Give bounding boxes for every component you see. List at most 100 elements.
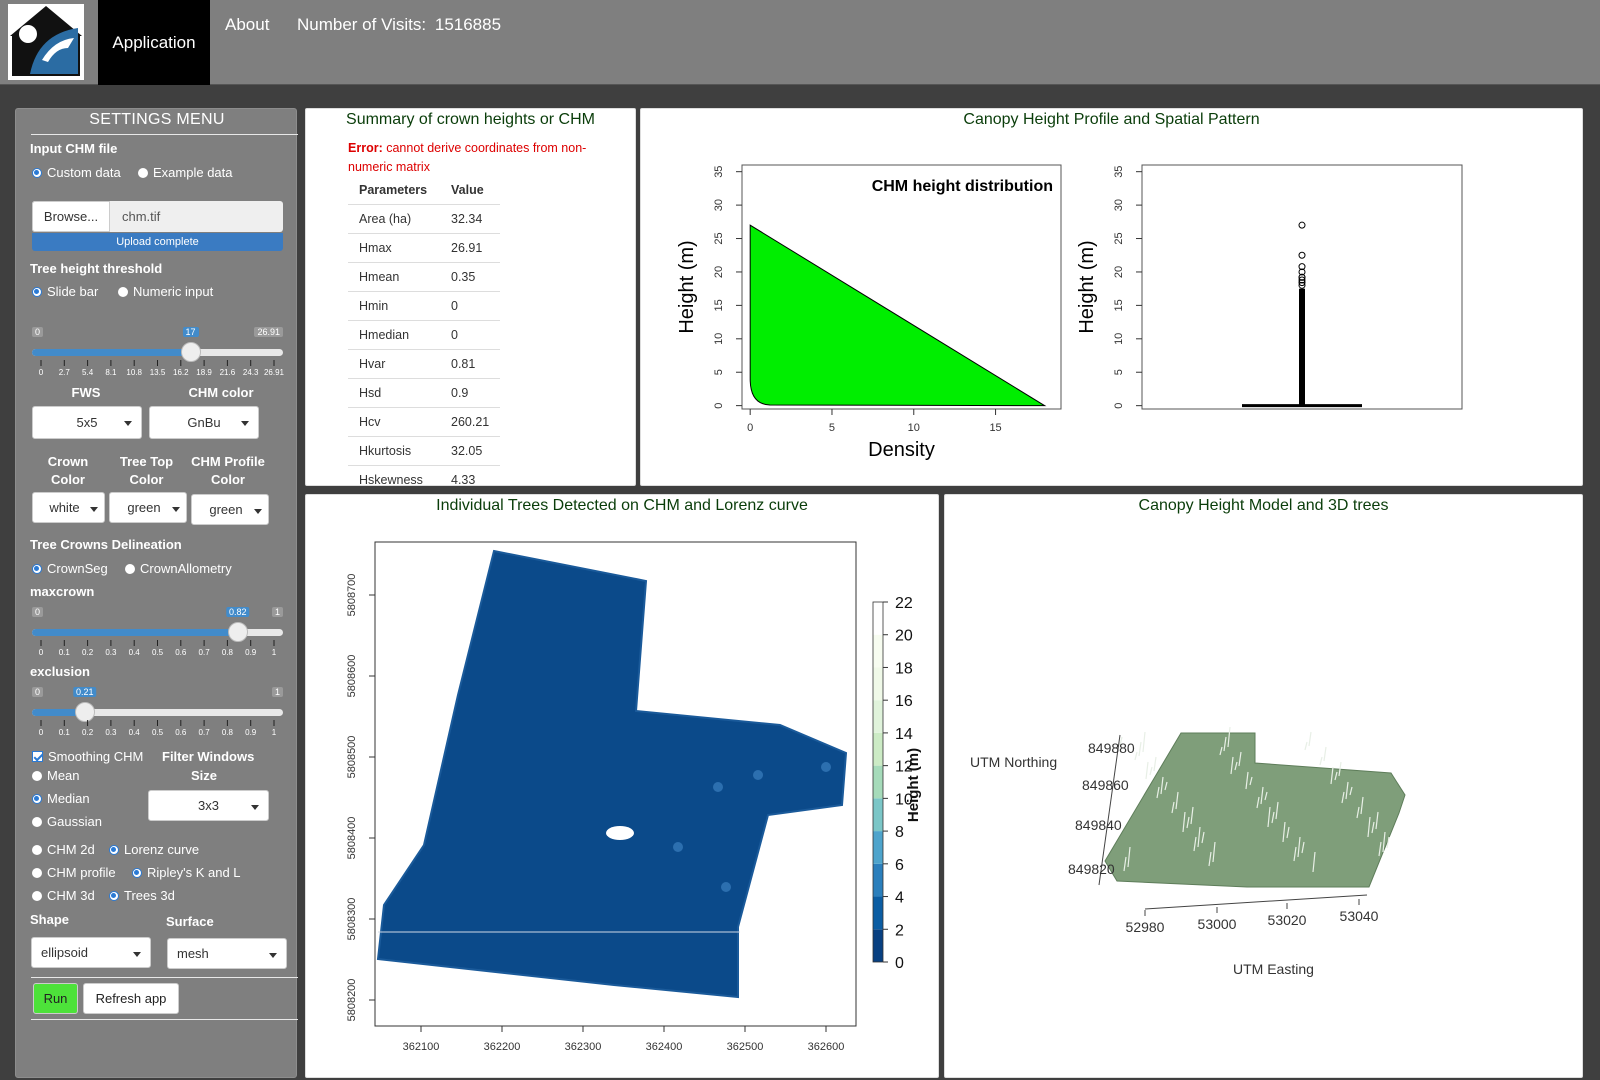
gap-patch — [606, 826, 634, 840]
slider-value-label: 0.82 — [226, 607, 250, 617]
radio-slide-bar[interactable]: Slide bar — [32, 284, 98, 299]
chevron-down-icon — [254, 509, 262, 514]
radio-chm2d[interactable]: CHM 2d — [32, 842, 95, 857]
slider-handle[interactable] — [74, 702, 95, 722]
radio-icon — [132, 868, 142, 878]
tree-spike — [1127, 846, 1131, 868]
northing-tick-label: 849820 — [1068, 861, 1115, 877]
radio-label: Lorenz curve — [124, 842, 200, 857]
radio-trees3d[interactable]: Trees 3d — [109, 888, 175, 903]
radio-crownseg[interactable]: CrownSeg — [32, 561, 108, 576]
slider-min-label: 0 — [32, 607, 44, 617]
chevron-down-icon — [269, 953, 277, 958]
slider-handle[interactable] — [180, 342, 201, 362]
run-button[interactable]: Run — [33, 983, 78, 1014]
filter-size-select[interactable]: 3x3 — [148, 790, 269, 821]
radio-ripley[interactable]: Ripley's K and L — [132, 865, 241, 880]
radio-icon — [125, 564, 135, 574]
chm-color-select[interactable]: GnBu — [149, 406, 259, 439]
slider-tick-labels: 0 0.1 0.2 0.3 0.4 0.5 0.6 0.7 0.8 0.9 1 — [32, 648, 283, 658]
x-tick-label: 362400 — [646, 1041, 683, 1053]
tree-spike — [1319, 756, 1323, 766]
refresh-app-button[interactable]: Refresh app — [83, 983, 179, 1014]
slider-tick-label: 0.9 — [245, 648, 257, 657]
slider-tick-label: 0.8 — [221, 648, 233, 657]
chm-raster — [376, 549, 848, 999]
browse-button[interactable]: Browse... — [32, 201, 110, 232]
boxplot-outlier — [1298, 263, 1306, 271]
radio-example-data[interactable]: Example data — [138, 165, 233, 180]
cell-parameter: Hmax — [348, 232, 440, 262]
tree-spike — [1138, 741, 1142, 757]
radio-numeric-input[interactable]: Numeric input — [118, 284, 213, 299]
tree-spike — [1375, 811, 1379, 830]
chm-profile-color-select[interactable]: green — [191, 494, 269, 525]
cell-parameter: Hcv — [348, 406, 440, 436]
cell-parameter: Hmin — [348, 290, 440, 320]
slider-tick-label: 0.3 — [105, 648, 117, 657]
maxcrown-slider[interactable]: 0 1 0.82 0 0.1 0.2 0.3 0.4 0.5 0.6 0.7 0.8 0.9 1 — [32, 607, 283, 657]
canopy-profile-panel: Canopy Height Profile and Spatial Patter… — [640, 108, 1583, 486]
exclusion-slider[interactable]: 0 1 0.21 0 0.1 0.2 0.3 0.4 0.5 0.6 0.7 0.8 0.9 1 — [32, 687, 283, 737]
tree-spike — [1382, 831, 1386, 853]
legend-tick-label: 20 — [895, 628, 913, 645]
legend-tick-label: 22 — [895, 595, 913, 612]
slider-tick-label: 0.8 — [221, 728, 233, 737]
crown-color-select[interactable]: white — [32, 492, 105, 523]
radio-mean[interactable]: Mean — [32, 768, 80, 783]
legend-tick-label: 4 — [895, 890, 904, 907]
chevron-down-icon — [251, 805, 259, 810]
error-prefix: Error: — [348, 141, 383, 155]
tree-spike — [1367, 816, 1371, 838]
radio-crownallometry[interactable]: CrownAllometry — [125, 561, 232, 576]
maxcrown-label: maxcrown — [30, 584, 95, 599]
tree-spike — [1293, 846, 1297, 862]
tab-application[interactable]: Application — [98, 0, 210, 85]
radio-chm3d[interactable]: CHM 3d — [32, 888, 95, 903]
radio-icon — [32, 564, 42, 574]
radio-median[interactable]: Median — [32, 791, 90, 806]
radio-custom-data[interactable]: Custom data — [32, 165, 121, 180]
tree-spike — [1193, 836, 1197, 852]
slider-handle[interactable] — [227, 622, 248, 642]
app-logo[interactable] — [8, 4, 84, 80]
treetop-color-label: Tree Top Color — [119, 454, 174, 487]
smoothing-checkbox[interactable]: Smoothing CHM — [32, 749, 143, 764]
chevron-down-icon — [90, 507, 98, 512]
radio-gaussian[interactable]: Gaussian — [32, 814, 102, 829]
radio-label: CHM 3d — [47, 888, 95, 903]
northing-tick-label: 849860 — [1082, 777, 1129, 793]
radio-icon — [32, 868, 42, 878]
table-row: Hskewness 4.33 — [348, 464, 501, 485]
tree-spike — [1301, 841, 1305, 854]
tab-about[interactable]: About — [225, 15, 270, 34]
chm-3d-view[interactable]: UTM Northing UTM Easting 849880 849860 84984… — [945, 495, 1583, 1078]
easting-axis — [1144, 894, 1368, 910]
boxplot-outlier-band — [1299, 288, 1305, 406]
tree-crown — [673, 842, 683, 852]
tree-crown — [753, 770, 763, 780]
y-tick-label: 35 — [713, 166, 725, 178]
tree-spike — [1142, 731, 1146, 753]
boxplot-outlier — [1298, 276, 1306, 284]
slider-tick-label: 0.4 — [128, 648, 140, 657]
boxplot-outlier — [1298, 273, 1306, 281]
treetop-color-select[interactable]: green — [109, 492, 187, 523]
chm-profile-color-label: CHM Profile Color — [191, 454, 265, 487]
x-tick-label: 362200 — [484, 1041, 521, 1053]
easting-tick-label: 52980 — [1126, 919, 1165, 935]
fws-select[interactable]: 5x5 — [32, 406, 142, 439]
shape-select[interactable]: ellipsoid — [31, 937, 151, 968]
radio-lorenz-curve[interactable]: Lorenz curve — [109, 842, 199, 857]
slider-tick-label: 5.4 — [82, 368, 94, 377]
height-threshold-slider[interactable]: 0 26.91 17 0 2.7 5.4 8.1 10.8 13.5 16.2 18.9 21.6 24… — [32, 327, 284, 377]
slider-max-label: 1 — [271, 687, 283, 697]
surface-select[interactable]: mesh — [167, 938, 287, 969]
boxplot-frame — [1141, 164, 1463, 410]
tree-spike — [1123, 856, 1127, 872]
radio-label: Trees 3d — [124, 888, 175, 903]
radio-chm-profile[interactable]: CHM profile — [32, 865, 116, 880]
slider-tick-label: 1 — [271, 648, 277, 657]
y-tick-label: 15 — [713, 299, 725, 311]
chm-color-label: CHM color — [188, 385, 254, 400]
